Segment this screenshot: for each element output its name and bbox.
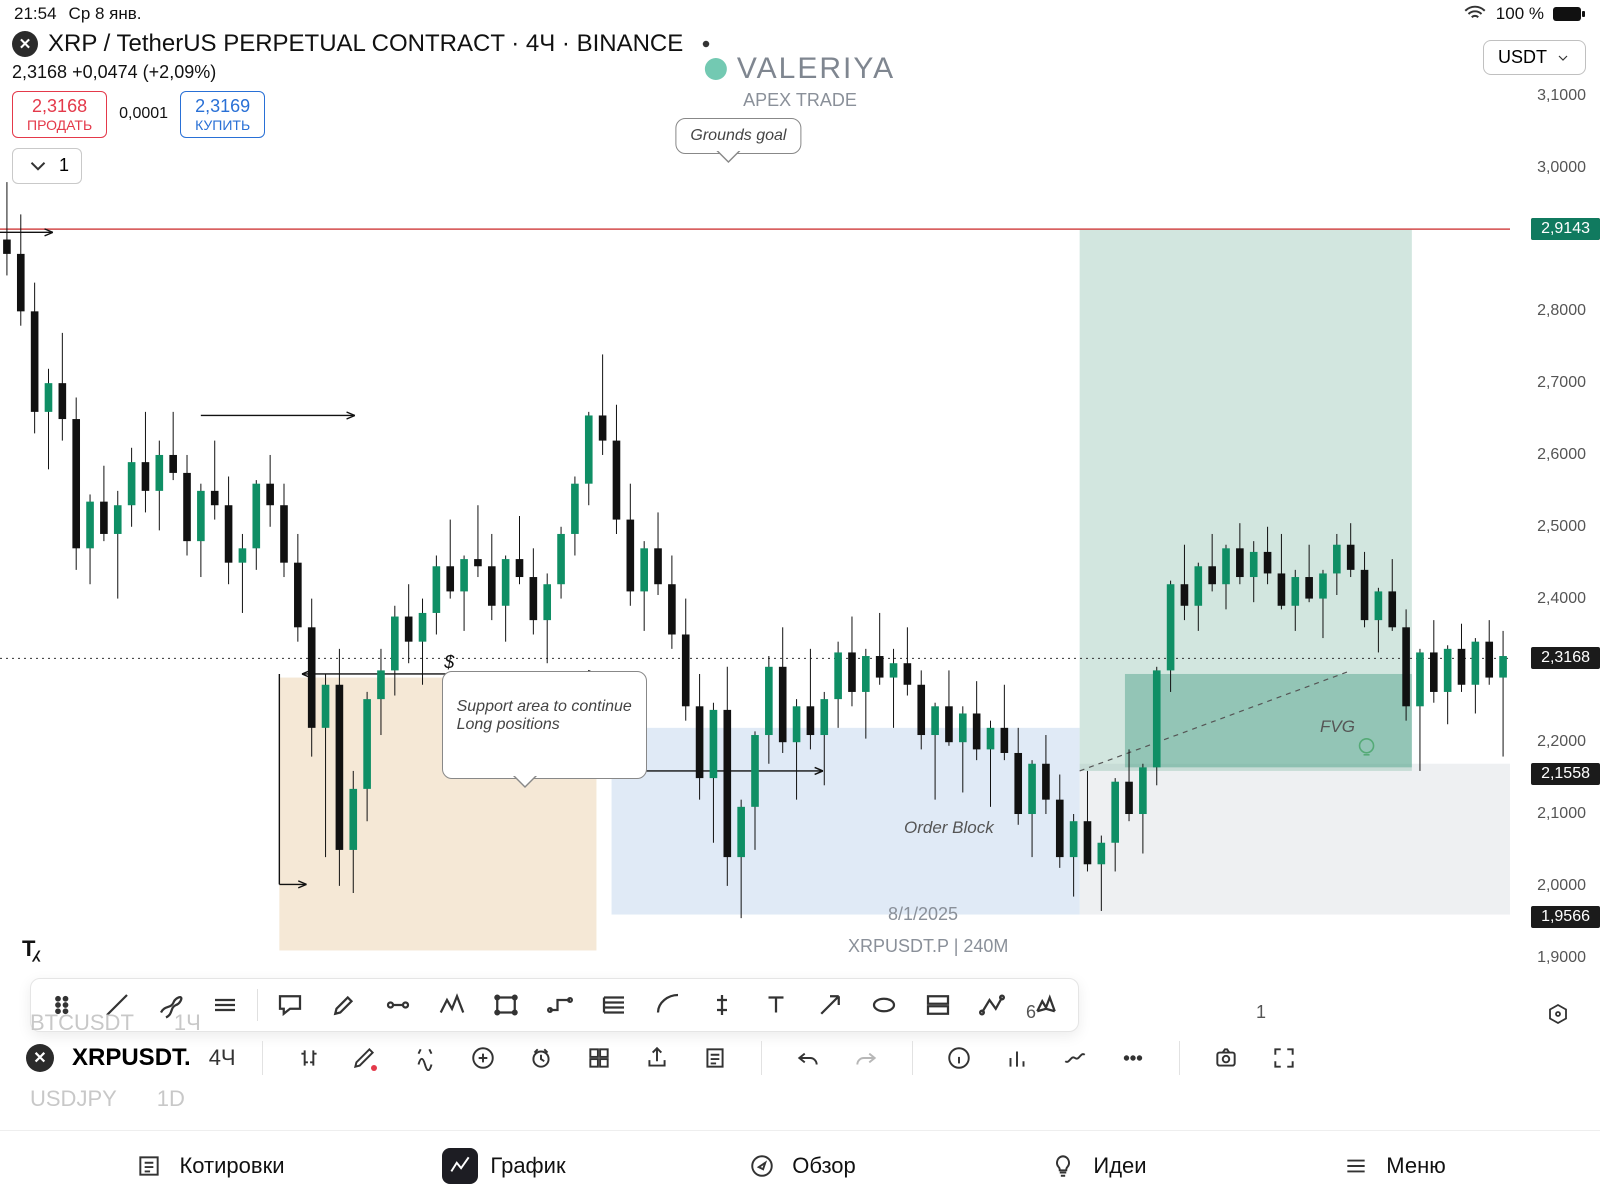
bottom-nav: Котировки График Обзор Идеи Меню bbox=[0, 1130, 1600, 1200]
nav-menu-label: Меню bbox=[1386, 1153, 1445, 1179]
ghost-sym: USDJPY bbox=[30, 1086, 117, 1112]
fullscreen-button[interactable] bbox=[1264, 1038, 1304, 1078]
bulb-icon bbox=[1050, 1153, 1076, 1179]
parallel-lines-tool[interactable] bbox=[203, 985, 247, 1025]
y-tick: 3,1000 bbox=[1537, 87, 1586, 105]
y-tick: 2,4000 bbox=[1537, 590, 1586, 608]
dots-tool[interactable] bbox=[376, 985, 420, 1025]
add-button[interactable] bbox=[463, 1038, 503, 1078]
y-tick: 2,0000 bbox=[1537, 877, 1586, 895]
zone-fvg bbox=[1125, 674, 1412, 767]
fib-tool[interactable] bbox=[592, 985, 636, 1025]
share-button[interactable] bbox=[637, 1038, 677, 1078]
watchlist-ghost: USDJPY 1D bbox=[30, 1086, 185, 1112]
projection-tool[interactable] bbox=[538, 985, 582, 1025]
status-bar: 21:54 Ср 8 янв. 100 % bbox=[0, 0, 1600, 28]
chart-area[interactable]: $ 3,1000 3,0000 2,8000 2,7000 2,6000 2,5000 2,… bbox=[0, 60, 1600, 972]
candle-type-button[interactable] bbox=[289, 1038, 329, 1078]
coin-icon: ✕ bbox=[12, 31, 38, 57]
price-marker: 1,9566 bbox=[1531, 906, 1600, 928]
battery-icon bbox=[1552, 6, 1586, 22]
callout-support-text: Support area to continue Long positions bbox=[457, 698, 632, 733]
draw-button[interactable] bbox=[347, 1038, 387, 1078]
label-symbol-info: XRPUSDT.P | 240M bbox=[848, 936, 1008, 957]
rectangle-tool[interactable] bbox=[484, 985, 528, 1025]
x-tick: 6 bbox=[1026, 1002, 1036, 1026]
ellipse-tool[interactable] bbox=[862, 985, 906, 1025]
arc-tool[interactable] bbox=[646, 985, 690, 1025]
info-button[interactable] bbox=[939, 1038, 979, 1078]
zone-order-block bbox=[612, 728, 1080, 915]
chart-icon bbox=[447, 1153, 473, 1179]
label-order-block: Order Block bbox=[904, 818, 994, 838]
tradingview-logo: T⁁ bbox=[22, 936, 37, 962]
x-axis-ticks: 6 1 bbox=[1026, 1002, 1570, 1026]
label-date: 8/1/2025 bbox=[888, 904, 958, 925]
y-tick: 1,9000 bbox=[1537, 949, 1586, 967]
symbol-title: XRP / TetherUS PERPETUAL CONTRACT · 4Ч ·… bbox=[48, 30, 683, 58]
price-marker: 2,1558 bbox=[1531, 763, 1600, 785]
nav-menu[interactable]: Меню bbox=[1244, 1148, 1540, 1184]
symbol-selector-bar: ✕ XRPUSDT. 4Ч bbox=[10, 1032, 1590, 1084]
settings-hex-icon[interactable] bbox=[1546, 1002, 1570, 1026]
quotes-icon bbox=[136, 1153, 162, 1179]
long-position-tool[interactable] bbox=[916, 985, 960, 1025]
indicators-button[interactable] bbox=[405, 1038, 445, 1078]
more-button[interactable] bbox=[1113, 1038, 1153, 1078]
price-marker: 2,3168 bbox=[1531, 647, 1600, 669]
layout-button[interactable] bbox=[579, 1038, 619, 1078]
price-marker: 2,9143 bbox=[1531, 218, 1600, 240]
compass-icon bbox=[749, 1153, 775, 1179]
nav-quotes[interactable]: Котировки bbox=[60, 1148, 356, 1184]
selected-symbol[interactable]: XRPUSDT. bbox=[72, 1044, 191, 1072]
nav-ideas-label: Идеи bbox=[1093, 1153, 1146, 1179]
y-tick: 2,6000 bbox=[1537, 446, 1586, 464]
callout-goal-text: Grounds goal bbox=[690, 127, 786, 144]
y-axis[interactable]: 3,1000 3,0000 2,8000 2,7000 2,6000 2,5000 2,40… bbox=[1510, 60, 1600, 972]
nav-chart-label: График bbox=[490, 1153, 565, 1179]
label-fvg: FVG bbox=[1320, 717, 1355, 737]
y-tick: 2,7000 bbox=[1537, 374, 1586, 392]
svg-text:$: $ bbox=[443, 652, 455, 672]
arrow-tool[interactable] bbox=[808, 985, 852, 1025]
template-button[interactable] bbox=[695, 1038, 735, 1078]
nav-ideas[interactable]: Идеи bbox=[948, 1148, 1244, 1184]
ruler-tool[interactable] bbox=[700, 985, 744, 1025]
trend-button[interactable] bbox=[1055, 1038, 1095, 1078]
y-tick: 2,2000 bbox=[1537, 733, 1586, 751]
text-tool[interactable] bbox=[754, 985, 798, 1025]
ghost-tf: 1D bbox=[157, 1086, 185, 1112]
selected-timeframe[interactable]: 4Ч bbox=[209, 1045, 236, 1071]
marker-tool[interactable] bbox=[322, 985, 366, 1025]
callout-support: Support area to continue Long positions bbox=[442, 671, 647, 779]
status-battery: 100 % bbox=[1496, 4, 1544, 24]
status-date: Ср 8 янв. bbox=[69, 4, 142, 24]
wifi-icon bbox=[1462, 1, 1488, 27]
comment-tool[interactable] bbox=[268, 985, 312, 1025]
xabcd-tool[interactable] bbox=[430, 985, 474, 1025]
menu-icon bbox=[1343, 1153, 1369, 1179]
y-tick: 2,1000 bbox=[1537, 805, 1586, 823]
nav-overview[interactable]: Обзор bbox=[652, 1148, 948, 1184]
nav-quotes-label: Котировки bbox=[179, 1153, 284, 1179]
coin-icon: ✕ bbox=[26, 1044, 54, 1072]
bar-stats-button[interactable] bbox=[997, 1038, 1037, 1078]
snapshot-button[interactable] bbox=[1206, 1038, 1246, 1078]
undo-button[interactable] bbox=[788, 1038, 828, 1078]
path-tool[interactable] bbox=[970, 985, 1014, 1025]
nav-chart[interactable]: График bbox=[356, 1148, 652, 1184]
callout-goal: Grounds goal bbox=[675, 118, 801, 154]
x-tick: 1 bbox=[1256, 1002, 1266, 1026]
y-tick: 2,5000 bbox=[1537, 518, 1586, 536]
y-tick: 2,8000 bbox=[1537, 302, 1586, 320]
redo-button[interactable] bbox=[846, 1038, 886, 1078]
y-tick: 3,0000 bbox=[1537, 159, 1586, 177]
alert-button[interactable] bbox=[521, 1038, 561, 1078]
nav-overview-label: Обзор bbox=[792, 1153, 856, 1179]
status-time: 21:54 bbox=[14, 4, 57, 24]
price-chart[interactable]: $ bbox=[0, 60, 1510, 972]
